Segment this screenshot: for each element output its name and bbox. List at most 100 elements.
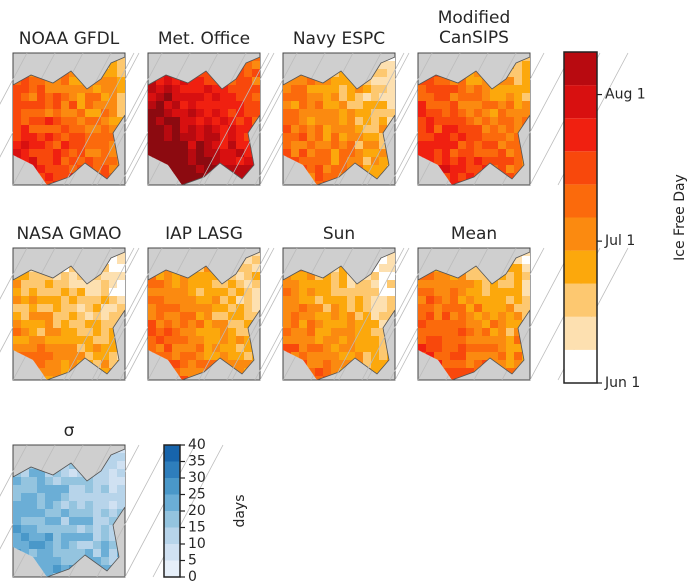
- map-cell: [53, 304, 62, 313]
- map-cell: [355, 109, 364, 118]
- map-cell: [458, 149, 467, 158]
- map-cell: [339, 272, 348, 281]
- map-cell: [180, 117, 189, 126]
- map-cell: [212, 312, 221, 321]
- map-cell: [69, 93, 78, 102]
- map-cell: [29, 93, 38, 102]
- map-cell: [93, 101, 102, 110]
- map-cell: [339, 117, 348, 126]
- map-cell: [188, 304, 197, 313]
- map-cell: [220, 149, 229, 158]
- map-cell: [331, 117, 340, 126]
- map-cell: [85, 493, 94, 502]
- map-cell: [101, 517, 110, 526]
- map-cell: [283, 296, 292, 305]
- map-cell: [85, 304, 94, 313]
- map-cell: [37, 557, 46, 566]
- map-cell: [506, 352, 515, 361]
- map-cell: [196, 85, 205, 94]
- map-cell: [93, 133, 102, 142]
- map-cell: [220, 288, 229, 297]
- map-cell: [93, 533, 102, 542]
- map-cell: [379, 157, 388, 166]
- map-cell: [156, 117, 165, 126]
- map-cell: [53, 549, 62, 558]
- map-cell: [45, 501, 54, 510]
- map-cell: [37, 85, 46, 94]
- map-cell: [164, 149, 173, 158]
- map-cell: [474, 101, 483, 110]
- map-cell: [21, 117, 30, 126]
- map-cell: [37, 304, 46, 313]
- map-cell: [156, 149, 165, 158]
- map-cell: [69, 117, 78, 126]
- map-cell: [379, 352, 388, 361]
- map-cell: [331, 157, 340, 166]
- map-cell: [45, 485, 54, 494]
- map-cell: [196, 304, 205, 313]
- map-cell: [506, 304, 515, 313]
- map-cell: [188, 133, 197, 142]
- map-cell: [13, 93, 22, 102]
- map-cell: [37, 133, 46, 142]
- map-cell: [29, 541, 38, 550]
- map-cell: [85, 517, 94, 526]
- map-cell: [45, 93, 54, 102]
- map-cell: [323, 141, 332, 150]
- map-cell: [188, 336, 197, 345]
- map-cell: [101, 344, 110, 353]
- map-cell: [117, 296, 126, 305]
- colorbar-bin: [564, 118, 597, 151]
- map-cell: [172, 344, 181, 353]
- map-cell: [61, 477, 70, 486]
- map-cell: [61, 165, 70, 174]
- map-cell: [418, 93, 427, 102]
- map-cell: [37, 117, 46, 126]
- map-cell: [347, 125, 356, 134]
- map-cell: [514, 117, 523, 126]
- map-cell: [93, 288, 102, 297]
- map-cell: [228, 93, 237, 102]
- map-cell: [93, 485, 102, 494]
- map-cell: [37, 517, 46, 526]
- map-cell: [418, 109, 427, 118]
- map-cell: [323, 296, 332, 305]
- map-cell: [196, 360, 205, 369]
- map-cell: [347, 117, 356, 126]
- map-cell: [109, 477, 118, 486]
- map-cell: [13, 501, 22, 510]
- map-cell: [37, 360, 46, 369]
- colorbar-bin: [164, 561, 180, 578]
- map-cell: [442, 344, 451, 353]
- map-cell: [323, 336, 332, 345]
- map-cell: [29, 117, 38, 126]
- map-cell: [61, 141, 70, 150]
- map-cell: [69, 288, 78, 297]
- map-cell: [180, 101, 189, 110]
- map-cell: [307, 360, 316, 369]
- map-cell: [426, 133, 435, 142]
- map-cell: [283, 85, 292, 94]
- map-cell: [434, 125, 443, 134]
- map-cell: [164, 312, 173, 321]
- map-cell: [307, 320, 316, 329]
- map-cell: [474, 288, 483, 297]
- map-cell: [180, 141, 189, 150]
- map-cell: [506, 141, 515, 150]
- map-cell: [37, 165, 46, 174]
- map-cell: [29, 493, 38, 502]
- map-cell: [339, 320, 348, 329]
- map-cell: [323, 304, 332, 313]
- map-cell: [45, 509, 54, 518]
- map-cell: [29, 469, 38, 478]
- map-cell: [101, 133, 110, 142]
- map-cell: [426, 344, 435, 353]
- map-cell: [45, 157, 54, 166]
- map-cell: [212, 320, 221, 329]
- map-cell: [434, 133, 443, 142]
- map-cell: [180, 288, 189, 297]
- map-cell: [21, 85, 30, 94]
- map-cell: [252, 93, 261, 102]
- map-cell: [85, 485, 94, 494]
- map-cell: [117, 485, 126, 494]
